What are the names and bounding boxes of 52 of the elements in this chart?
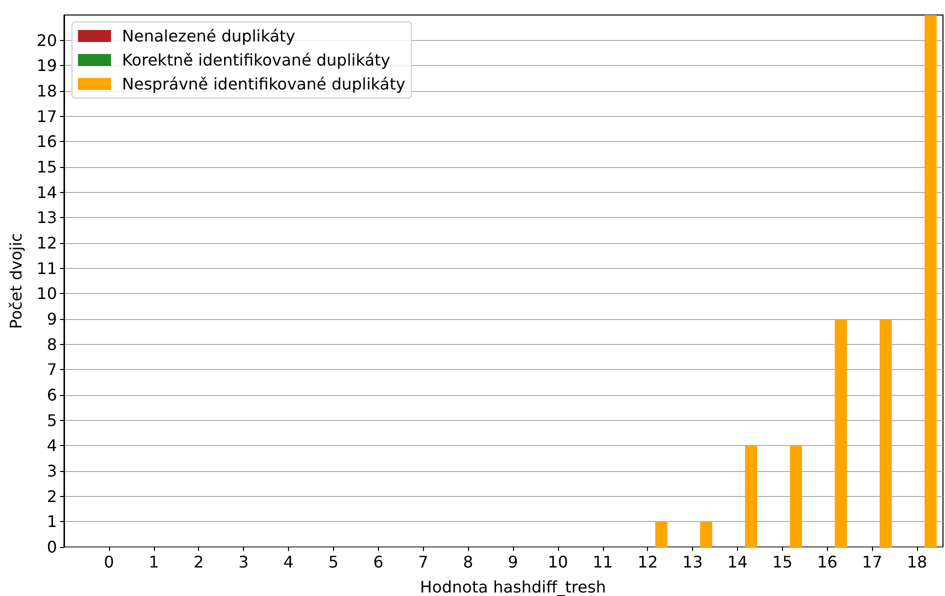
y-tick-label: 17 — [36, 106, 57, 126]
y-tick-label: 16 — [36, 132, 57, 152]
legend-label: Nenalezené duplikáty — [122, 26, 296, 46]
y-tick-label: 5 — [46, 410, 57, 430]
y-tick-label: 3 — [46, 462, 57, 480]
y-tick-label: 6 — [46, 386, 57, 404]
y-tick-label: 20 — [36, 30, 57, 50]
x-tick-label: 16 — [817, 552, 838, 572]
y-tick-label: 0 — [46, 538, 57, 556]
y-tick-label: 10 — [36, 284, 57, 304]
y-tick-label: 15 — [36, 158, 57, 176]
x-tick-label: 5 — [328, 552, 339, 572]
x-tick-label: 3 — [238, 552, 249, 572]
bar — [700, 522, 712, 547]
y-tick-label: 2 — [46, 486, 57, 506]
bar — [880, 319, 892, 547]
y-tick-label: 13 — [36, 208, 57, 228]
legend-label: Korektně identifikované duplikáty — [122, 50, 390, 70]
bar — [744, 446, 758, 547]
y-tick-label: 11 — [36, 258, 57, 278]
x-tick-label: 4 — [283, 552, 294, 572]
x-tick-label: 0 — [104, 552, 114, 572]
x-tick-label: 18 — [906, 552, 928, 572]
y-axis-title: Počet dvojic — [6, 233, 26, 329]
y-tick-label: 1 — [46, 512, 57, 532]
x-tick-label: 8 — [463, 552, 474, 572]
y-tick-label: 18 — [36, 82, 57, 100]
x-tick-label: 2 — [194, 552, 204, 572]
x-tick-label: 11 — [592, 552, 613, 572]
bar — [655, 522, 668, 547]
y-tick-label: 9 — [46, 310, 57, 328]
x-axis-title: Hodnota hashdiff_tresh — [420, 578, 606, 596]
x-tick-label: 1 — [148, 552, 159, 572]
y-tick-label: 8 — [46, 334, 57, 354]
x-tick-label: 15 — [772, 552, 793, 572]
y-tick-label: 14 — [36, 182, 57, 202]
y-tick-label: 7 — [46, 360, 57, 380]
bar — [924, 15, 937, 547]
x-tick-label: 13 — [682, 552, 703, 572]
x-tick-label: 9 — [508, 552, 518, 572]
x-tick-label: 10 — [548, 552, 568, 572]
x-tick-label: 17 — [862, 552, 882, 572]
y-tick-label: 12 — [36, 234, 57, 252]
bar — [834, 319, 847, 547]
x-tick-label: 6 — [373, 552, 384, 572]
x-tick-label: 14 — [727, 552, 748, 572]
bar — [790, 446, 802, 547]
x-tick-label: 12 — [638, 552, 658, 572]
y-tick-label: 19 — [36, 56, 57, 76]
legend-label: Nesprávně identifikované duplikáty — [122, 74, 406, 94]
x-tick-label: 7 — [418, 552, 428, 572]
y-tick-label: 4 — [46, 436, 57, 456]
